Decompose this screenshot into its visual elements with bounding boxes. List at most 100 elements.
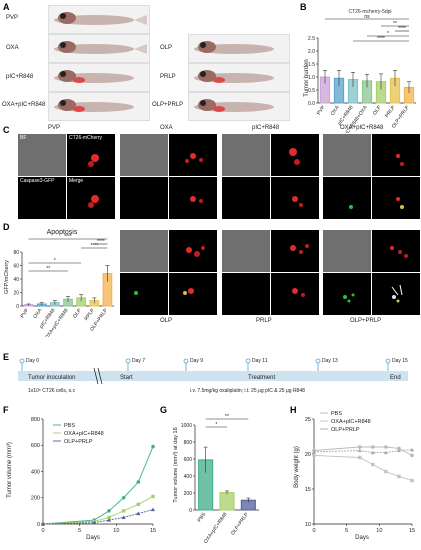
y-tick-label: 0 xyxy=(16,304,19,310)
mcherry-image xyxy=(372,134,420,176)
mcherry-image xyxy=(271,230,319,272)
y-tick-label: 200 xyxy=(184,491,193,497)
merge-image xyxy=(271,177,319,219)
panel-letter-h: H xyxy=(290,405,297,415)
x-tick-label: 0 xyxy=(312,528,315,534)
data-point xyxy=(136,480,141,484)
significance-label: ** xyxy=(393,21,397,27)
merge-image xyxy=(372,177,420,219)
cell-label: CT26-mCherry xyxy=(69,135,103,141)
y-tick-label: 2.5 xyxy=(308,36,315,42)
x-tick-label: 5 xyxy=(345,528,348,534)
tumor-volume-line-chart: Tumor volume (mm³) Days PBS OXA+pIC+R848 O… xyxy=(7,417,156,541)
significance-label: **** xyxy=(377,36,385,42)
data-point xyxy=(312,449,316,454)
group-label: OLP xyxy=(160,45,173,51)
x-tick-label: 15 xyxy=(150,528,156,534)
brightfield-image xyxy=(323,230,371,272)
row-label: OLP+PRLP xyxy=(350,318,382,324)
significance-label: **** xyxy=(97,239,105,245)
data-point xyxy=(383,450,388,455)
series-line xyxy=(313,446,413,456)
x-tick-label: 0 xyxy=(41,528,44,534)
y-tick-label: 20 xyxy=(13,290,19,296)
data-point xyxy=(312,453,316,458)
phase-label: Tumor inoculation xyxy=(28,375,75,381)
data-point xyxy=(92,520,97,525)
brightfield-image xyxy=(323,134,371,176)
column-label: OXA xyxy=(160,125,173,131)
data-point xyxy=(371,462,375,467)
data-point xyxy=(357,448,362,453)
tumor-burden-chart: CT26-mcherry-5dpi Tumor burden ns*******… xyxy=(304,9,416,133)
mcherry-image xyxy=(372,230,420,272)
phase-label: End xyxy=(390,375,401,381)
panel-letter-g: G xyxy=(160,405,168,415)
zebrafish-image xyxy=(48,92,150,121)
mcherry-image xyxy=(169,230,217,272)
y-tick-label: 400 xyxy=(31,469,40,475)
y-tick-label: 600 xyxy=(184,457,193,463)
significance-label: * xyxy=(215,422,217,428)
panel-letter-b: B xyxy=(300,2,307,12)
phase-label: Start xyxy=(120,375,133,381)
y-tick-label: 1.0 xyxy=(308,75,315,81)
data-point xyxy=(370,450,375,455)
legend-label: OLP+PRLP xyxy=(331,427,360,433)
group-label: OXA xyxy=(6,45,19,51)
data-point xyxy=(371,445,375,449)
apoptosis-chart: Apoptosis GFP/mCherry *************** 02… xyxy=(4,229,114,337)
x-tick-label: 15 xyxy=(409,528,415,534)
x-tick-label: PRLP xyxy=(384,104,397,119)
data-point xyxy=(121,509,126,513)
cell-label: BF xyxy=(20,135,27,141)
x-tick-label: 10 xyxy=(376,528,382,534)
chart-title: Apoptosis xyxy=(47,229,78,236)
panel-letter-a: A xyxy=(3,2,10,12)
timeline-markers: Day 0 Day 7 Day 9 Day 11 Day 13 Day 15 xyxy=(19,358,408,371)
significance-bars: *** xyxy=(205,414,249,428)
day-label: Day 15 xyxy=(392,358,408,364)
brightfield-image xyxy=(120,230,168,272)
brightfield-image: BF xyxy=(18,134,66,176)
data-point xyxy=(151,494,155,499)
x-tick-label: PVP xyxy=(20,307,31,319)
significance-label: **** xyxy=(64,234,72,240)
data-point xyxy=(107,515,111,520)
merge-image xyxy=(169,273,217,315)
x-axis-title: Days xyxy=(355,535,369,541)
group-label: pIC+R848 xyxy=(6,74,34,80)
body-weight-chart: Body weight (g) Days PBS OXA+pIC+R848 OLP+… xyxy=(294,411,415,541)
series-line xyxy=(313,449,413,454)
cell-label: Merge xyxy=(69,178,84,184)
x-tick-label: PBS xyxy=(197,511,208,523)
mcherry-image xyxy=(169,134,217,176)
mcherry-image xyxy=(271,134,319,176)
y-tick-label: 400 xyxy=(184,474,193,480)
timeline-bar xyxy=(18,371,408,381)
x-tick-label: OLP xyxy=(372,104,383,116)
phase-label: Treatment xyxy=(248,375,275,381)
significance-label: * xyxy=(387,31,389,37)
group-label: OXA+pIC+R848 xyxy=(2,102,46,108)
data-point xyxy=(151,507,155,512)
panel-letter-d: D xyxy=(3,222,10,232)
series-line xyxy=(313,454,413,482)
y-axis-title: Tumor volume (mm³) at day 16 xyxy=(173,427,179,502)
panel-letter-f: F xyxy=(3,405,9,415)
data-point xyxy=(384,469,388,474)
data-point xyxy=(121,495,126,500)
merge-image xyxy=(169,177,217,219)
x-axis-title: Days xyxy=(86,535,100,541)
legend-label: PBS xyxy=(331,411,342,417)
x-tick-label: OLP xyxy=(72,307,83,319)
data-point xyxy=(121,515,126,520)
caspase-gfp-image xyxy=(120,177,168,219)
y-axis-title: Body weight (g) xyxy=(294,446,300,488)
protocol-note: i.v. 7.5mg/kg oxaliplatin; i.t. 25 μg pI… xyxy=(190,388,305,394)
chart-legend: PBS OXA+pIC+R848 OLP+PRLP xyxy=(53,423,104,445)
significance-label: * xyxy=(54,258,56,264)
brightfield-image xyxy=(222,230,270,272)
x-tick-label: OXA xyxy=(330,104,341,117)
y-axis-title: Tumor volume (mm³) xyxy=(7,442,13,498)
